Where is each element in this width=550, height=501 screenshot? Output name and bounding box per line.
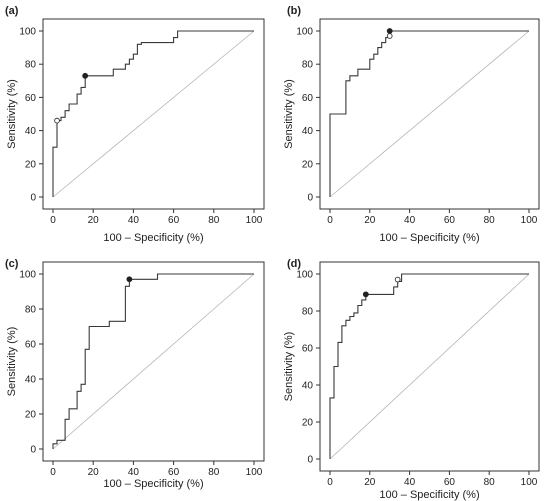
- panel-b-xtick-label-4: 80: [484, 215, 496, 226]
- panel-d-ytick-label-4: 80: [302, 307, 314, 318]
- panel-d-roc-curve: [329, 273, 529, 459]
- panel-c-ytick-label-4: 80: [25, 305, 37, 316]
- panel-d-xtick-label-0: 0: [327, 477, 333, 488]
- panel-c-xtick-label-2: 40: [128, 467, 140, 478]
- panel-a-label: (a): [5, 5, 19, 17]
- panel-a-xtick-label-4: 80: [208, 215, 220, 226]
- panel-b: (b) 0 20 40 60 80 100 0 20 40 60 80 100 100 – Specifi…: [283, 5, 540, 244]
- panel-c-ytick-label-5: 100: [19, 270, 36, 281]
- panel-b-xtick-label-1: 20: [364, 215, 376, 226]
- panel-a-xtick-label-0: 0: [50, 215, 56, 226]
- panel-c-ytick-label-3: 60: [25, 340, 37, 351]
- panel-b-xtick-label-0: 0: [327, 215, 333, 226]
- panel-b-label: (b): [287, 5, 301, 17]
- panel-d-ytick-label-2: 40: [302, 381, 314, 392]
- panel-d-ytick-label-3: 60: [302, 344, 314, 355]
- panel-b-reference-diagonal: [329, 30, 530, 198]
- panel-c-xtick-label-3: 60: [168, 467, 180, 478]
- panel-b-filled-point: [386, 28, 393, 34]
- panel-d-ytick-label-5: 100: [296, 270, 313, 281]
- panel-c-xtick-label-0: 0: [50, 467, 56, 478]
- panel-c-reference-diagonal: [52, 273, 255, 450]
- panel-a-ytick-label-2: 40: [25, 126, 37, 137]
- panel-a-reference-diagonal: [52, 30, 255, 198]
- panel-d-xtick-label-3: 60: [444, 477, 456, 488]
- panel-b-ytick-label-2: 40: [302, 126, 314, 137]
- panel-d-xtick-label-5: 100: [521, 477, 538, 488]
- panel-b-y-axis-title: Sensitivity (%): [283, 79, 295, 149]
- panel-c-ytick-label-2: 40: [25, 375, 37, 386]
- panel-d-open-point: [394, 276, 401, 283]
- panel-d-label: (d): [287, 258, 301, 270]
- panel-b-ytick-label-0: 0: [307, 193, 313, 204]
- panel-d: (d) 0 20 40 60 80 100 0 20 40 60 80 100 100 – Specifi…: [283, 258, 540, 501]
- panel-c-label: (c): [5, 258, 19, 270]
- panel-c: (c) 0 20 40 60 80 100 0 20 40 60 80 100 100 – Specifi…: [5, 258, 265, 490]
- panel-d-x-axis-title: 100 – Specificity (%): [379, 489, 479, 501]
- panel-a-x-axis-title: 100 – Specificity (%): [103, 232, 203, 244]
- panel-b-frame: [319, 18, 540, 210]
- panel-d-ytick-label-0: 0: [307, 455, 313, 466]
- panel-c-ytick-label-0: 0: [30, 445, 36, 456]
- panel-d-y-axis-title: Sensitivity (%): [283, 332, 295, 402]
- panel-a-xtick-label-5: 100: [246, 215, 263, 226]
- panel-c-frame: [42, 261, 265, 462]
- panel-a-y-axis-title: Sensitivity (%): [6, 79, 18, 149]
- panel-b-xtick-label-5: 100: [521, 215, 538, 226]
- panel-b-ytick-label-4: 80: [302, 60, 314, 71]
- panel-a-ytick-label-5: 100: [19, 27, 36, 38]
- panel-a: (a) 0 20 40 60 80 100 0 20 40 60 80 100 100 – Specifi…: [5, 5, 265, 244]
- panel-d-xtick-label-4: 80: [484, 477, 496, 488]
- panel-b-ytick-label-3: 60: [302, 93, 314, 104]
- panel-b-roc-curve: [329, 30, 529, 197]
- panel-a-ytick-label-3: 60: [25, 93, 37, 104]
- panel-c-roc-curve: [52, 273, 254, 449]
- panel-c-x-axis-title: 100 – Specificity (%): [103, 478, 203, 490]
- panel-c-xtick-label-5: 100: [246, 467, 263, 478]
- panel-a-ytick-label-0: 0: [30, 193, 36, 204]
- panel-a-ytick-label-1: 20: [25, 159, 37, 170]
- panel-b-xtick-label-2: 40: [404, 215, 416, 226]
- panel-d-filled-point: [362, 291, 369, 298]
- panel-a-filled-point: [82, 72, 89, 79]
- panel-b-ytick-label-1: 20: [302, 159, 314, 170]
- panel-b-open-point: [386, 33, 393, 39]
- panel-a-xtick-label-3: 60: [168, 215, 180, 226]
- panel-d-xtick-label-2: 40: [404, 477, 416, 488]
- panel-b-x-axis-title: 100 – Specificity (%): [379, 232, 479, 244]
- panel-c-filled-point: [126, 276, 133, 283]
- panel-d-xtick-label-1: 20: [364, 477, 376, 488]
- panel-a-roc-curve: [52, 30, 254, 197]
- panel-c-y-axis-title: Sensitivity (%): [6, 327, 18, 397]
- panel-d-reference-diagonal: [329, 273, 530, 460]
- panel-d-ytick-label-1: 20: [302, 418, 314, 429]
- panel-c-xtick-label-1: 20: [88, 467, 100, 478]
- panel-a-ytick-label-4: 80: [25, 60, 37, 71]
- panel-a-xtick-label-1: 20: [88, 215, 100, 226]
- panel-b-xtick-label-3: 60: [444, 215, 456, 226]
- panel-a-frame: [42, 18, 265, 210]
- panel-c-xtick-label-4: 80: [208, 467, 220, 478]
- panel-a-open-point: [54, 117, 60, 124]
- panel-b-ytick-label-5: 100: [296, 27, 313, 38]
- panel-d-frame: [319, 261, 540, 472]
- panel-c-ytick-label-1: 20: [25, 410, 37, 421]
- panel-a-xtick-label-2: 40: [128, 215, 140, 226]
